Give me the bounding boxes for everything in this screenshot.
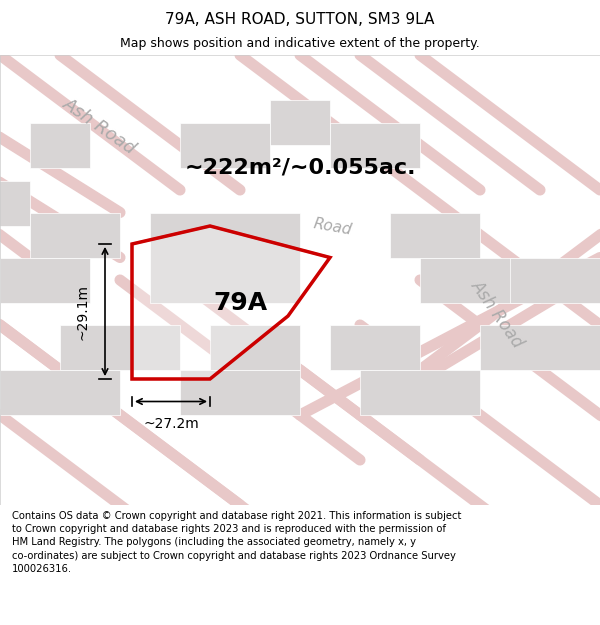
Text: Road: Road	[312, 216, 353, 238]
Text: Contains OS data © Crown copyright and database right 2021. This information is : Contains OS data © Crown copyright and d…	[12, 511, 461, 574]
Text: Ash Road: Ash Road	[468, 277, 527, 351]
Polygon shape	[360, 370, 480, 415]
Polygon shape	[480, 325, 600, 370]
Polygon shape	[390, 213, 480, 258]
Text: ~222m²/~0.055ac.: ~222m²/~0.055ac.	[184, 158, 416, 177]
Polygon shape	[330, 122, 420, 168]
Polygon shape	[0, 181, 30, 226]
Polygon shape	[210, 325, 300, 370]
Polygon shape	[420, 258, 540, 302]
Polygon shape	[132, 226, 330, 379]
Text: Ash Road: Ash Road	[60, 94, 140, 158]
Polygon shape	[60, 325, 180, 370]
Polygon shape	[180, 370, 300, 415]
Text: Map shows position and indicative extent of the property.: Map shows position and indicative extent…	[120, 38, 480, 51]
Text: ~29.1m: ~29.1m	[76, 284, 90, 339]
Polygon shape	[270, 100, 330, 145]
Polygon shape	[330, 325, 420, 370]
Polygon shape	[150, 213, 300, 302]
Polygon shape	[180, 122, 270, 168]
Polygon shape	[0, 370, 120, 415]
Polygon shape	[0, 258, 90, 302]
Bar	[0, 55, 600, 505]
Text: 79A: 79A	[213, 291, 267, 314]
Polygon shape	[30, 122, 90, 168]
Text: ~27.2m: ~27.2m	[143, 418, 199, 431]
Text: 79A, ASH ROAD, SUTTON, SM3 9LA: 79A, ASH ROAD, SUTTON, SM3 9LA	[166, 12, 434, 27]
Polygon shape	[510, 258, 600, 302]
Polygon shape	[30, 213, 120, 258]
